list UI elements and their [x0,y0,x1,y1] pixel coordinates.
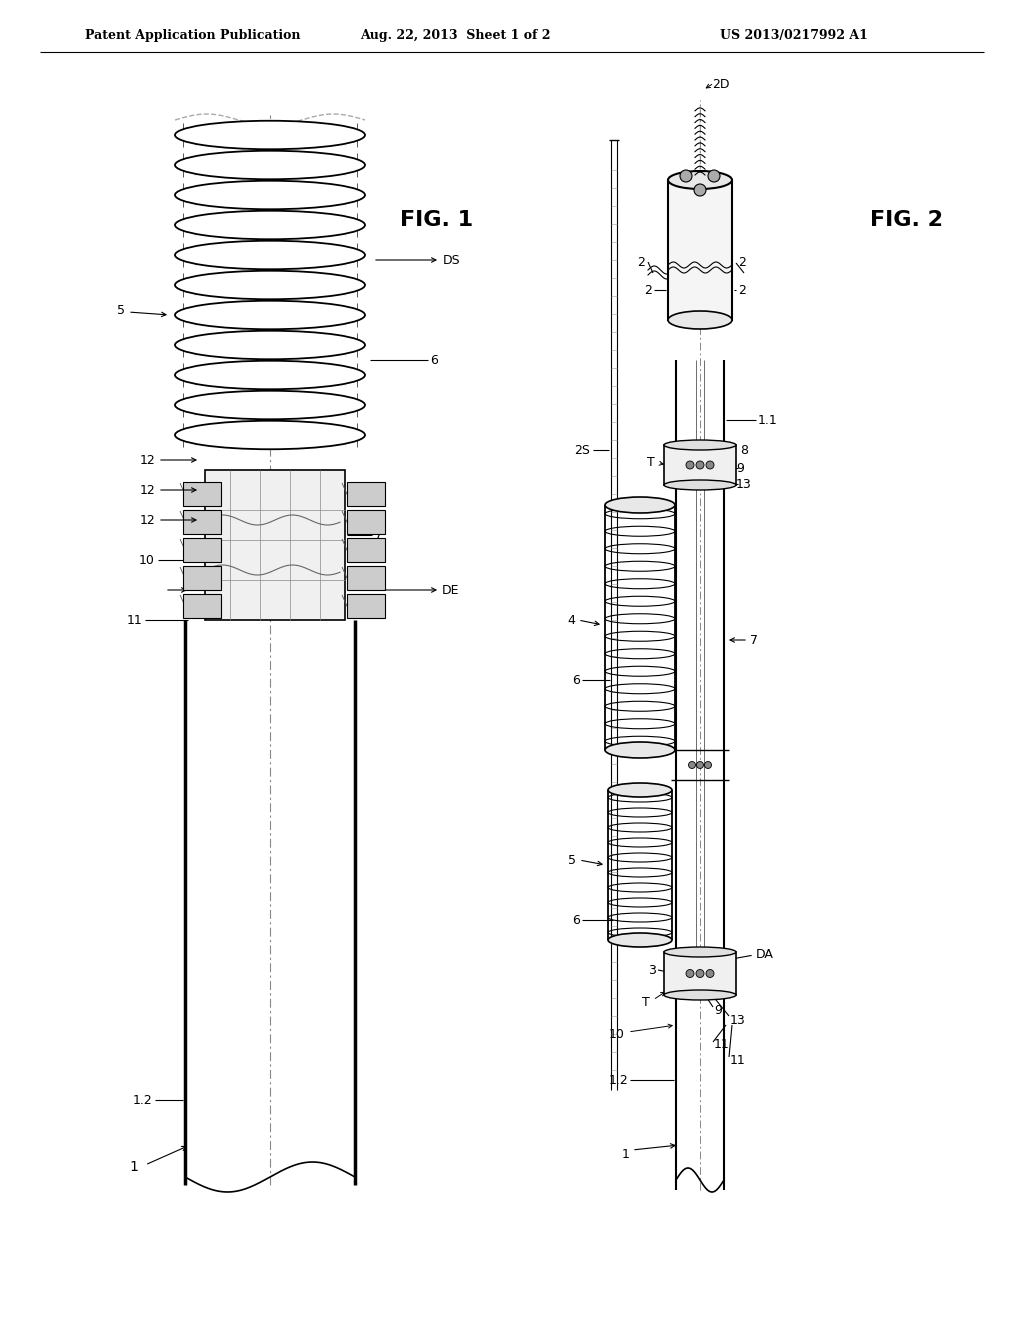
Ellipse shape [175,391,365,420]
Text: 2: 2 [738,284,745,297]
Ellipse shape [605,498,675,513]
Bar [347,510,385,535]
Circle shape [694,183,706,195]
Ellipse shape [175,120,365,149]
Circle shape [705,762,712,768]
Text: 5: 5 [117,304,125,317]
Circle shape [708,170,720,182]
Ellipse shape [175,421,365,449]
Ellipse shape [175,240,365,269]
Text: 1.2: 1.2 [132,1093,152,1106]
Ellipse shape [664,440,736,450]
Text: 2S: 2S [574,444,590,457]
Bar [183,566,221,590]
Circle shape [688,762,695,768]
Bar [205,470,345,620]
Text: DA: DA [756,949,774,961]
Ellipse shape [175,150,365,180]
Text: 10: 10 [609,1028,625,1041]
Text: 2: 2 [738,256,745,268]
Circle shape [686,969,694,978]
Text: 11: 11 [714,1039,730,1052]
Text: 1: 1 [129,1160,138,1173]
Text: FIG. 2: FIG. 2 [870,210,943,230]
Text: Patent Application Publication: Patent Application Publication [85,29,300,41]
Ellipse shape [664,480,736,490]
Ellipse shape [175,301,365,329]
Bar [183,594,221,618]
Text: 12: 12 [139,513,155,527]
Ellipse shape [175,181,365,210]
Text: Aug. 22, 2013  Sheet 1 of 2: Aug. 22, 2013 Sheet 1 of 2 [360,29,551,41]
Text: 13: 13 [736,478,752,491]
Ellipse shape [668,312,732,329]
Text: DE: DE [442,583,460,597]
Bar [347,482,385,506]
Circle shape [680,170,692,182]
Circle shape [686,461,694,469]
Text: 12: 12 [139,483,155,496]
Text: 6: 6 [430,354,438,367]
Ellipse shape [605,742,675,758]
Text: 5: 5 [568,854,575,866]
Text: 12: 12 [139,454,155,466]
Text: 2: 2 [644,284,652,297]
Text: 11: 11 [730,1053,745,1067]
Ellipse shape [664,946,736,957]
Ellipse shape [664,990,736,1001]
Bar [183,482,221,506]
Text: US 2013/0217992 A1: US 2013/0217992 A1 [720,29,868,41]
Text: 8: 8 [740,444,748,457]
Text: 1: 1 [623,1148,630,1162]
Ellipse shape [175,360,365,389]
Text: T: T [642,995,650,1008]
Bar [664,445,736,484]
Circle shape [696,969,705,978]
Ellipse shape [608,783,672,797]
Text: 2D: 2D [712,78,729,91]
Text: 6: 6 [572,913,580,927]
Text: 9: 9 [736,462,743,474]
Text: 4: 4 [567,614,575,627]
Bar [347,566,385,590]
Text: 6: 6 [572,673,580,686]
Text: FIG. 1: FIG. 1 [400,210,473,230]
Ellipse shape [175,331,365,359]
Text: 2: 2 [637,256,645,268]
Circle shape [706,969,714,978]
Bar [347,539,385,562]
Bar [347,594,385,618]
Text: 7: 7 [750,634,758,647]
Text: 7: 7 [375,528,383,541]
Text: DS: DS [443,253,461,267]
Circle shape [706,461,714,469]
Text: 11: 11 [126,614,142,627]
Circle shape [696,762,703,768]
Text: 9: 9 [375,609,383,622]
Bar [183,510,221,535]
Text: T: T [647,455,655,469]
Text: 10: 10 [139,553,155,566]
Ellipse shape [175,211,365,239]
Bar [668,180,732,319]
Text: 13: 13 [730,1014,745,1027]
Text: 1.2: 1.2 [608,1073,628,1086]
Bar [664,952,736,995]
Text: 3: 3 [648,964,656,977]
Ellipse shape [668,172,732,189]
Ellipse shape [608,933,672,946]
Circle shape [696,461,705,469]
Text: 9: 9 [714,1003,722,1016]
Ellipse shape [175,271,365,300]
Bar [183,539,221,562]
Text: 1.1: 1.1 [758,413,778,426]
